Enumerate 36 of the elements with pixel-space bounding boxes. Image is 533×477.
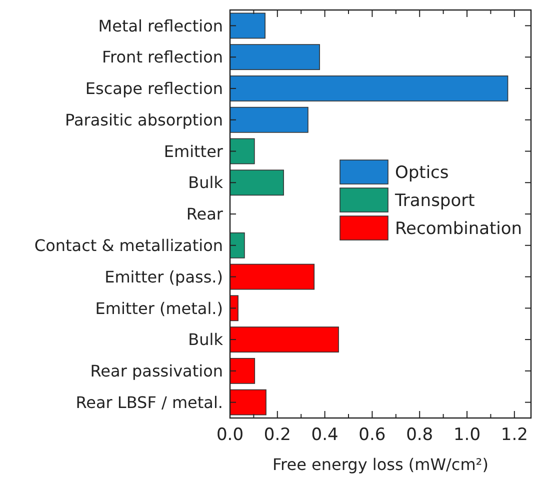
bar [230,232,245,258]
bar [230,138,255,164]
y-tick-label: Contact & metallization [34,236,223,255]
bar [230,326,339,352]
x-tick-label: 0.6 [358,425,386,445]
bar [230,295,238,322]
x-axis-title: Free energy loss (mW/cm²) [272,455,488,474]
y-tick-label: Parasitic absorption [65,110,223,130]
legend-label: Optics [395,162,449,183]
bar [230,106,308,133]
x-tick-label: 1.2 [500,425,528,445]
y-tick-label: Rear passivation [90,362,223,381]
y-tick-label: Emitter [164,142,224,161]
x-tick-label: 0.2 [264,425,291,445]
y-tick-label: Front reflection [102,48,223,67]
bar [230,389,266,416]
x-tick-label: 0.0 [216,425,244,445]
bar [230,76,508,102]
x-tick-label: 0.8 [406,425,434,445]
bar [230,12,266,39]
y-tick-label: Emitter (metal.) [95,298,223,318]
y-tick-label: Metal reflection [98,16,223,36]
bar [230,358,256,384]
y-tick-label: Rear [186,204,224,224]
bar [230,264,315,290]
y-tick-label: Emitter (pass.) [104,267,223,286]
y-tick-label: Rear LBSF / metal. [76,392,223,412]
y-tick-label: Bulk [188,330,224,350]
bar [230,44,320,70]
legend-label: Recombination [395,218,522,239]
bar [230,170,284,196]
y-tick-label: Bulk [188,173,224,192]
x-tick-label: 1.0 [453,425,481,445]
legend-label: Transport [394,190,476,211]
x-tick-label: 0.4 [311,425,338,445]
y-tick-label: Escape reflection [85,79,223,98]
